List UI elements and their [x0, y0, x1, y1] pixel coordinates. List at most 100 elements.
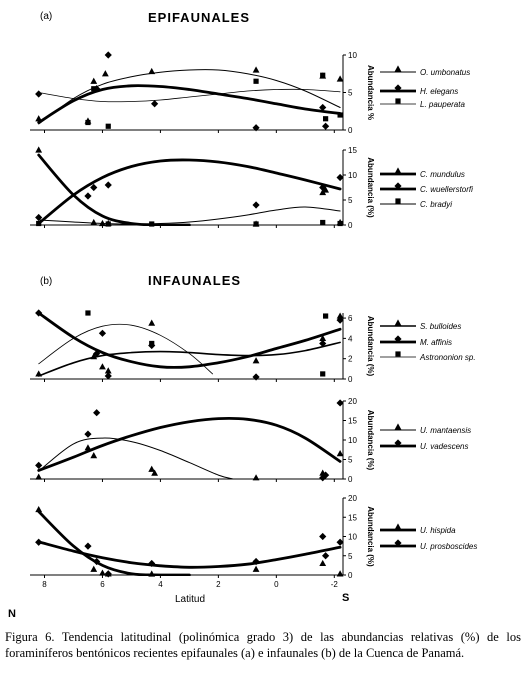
- data-point-a-1-0-7: [336, 75, 344, 82]
- data-point-b-3-1-1: [84, 542, 92, 550]
- legend-marker-b-1-1: [394, 335, 402, 343]
- data-point-a-1-1-1: [93, 85, 101, 93]
- data-point-b-1-0-5: [252, 357, 260, 364]
- data-point-b-3-0-6: [319, 559, 327, 567]
- data-point-a-2-1-3: [104, 181, 112, 189]
- legend-marker-b-3-1: [394, 539, 402, 547]
- data-point-a-2-2-2: [149, 221, 155, 227]
- data-point-b-2-0-2: [90, 452, 98, 459]
- y-tick-label-b-3: 0: [348, 571, 353, 580]
- panel-a-1: 0 5 10 Abundancia % O. umbonatus H. elegans L.…: [30, 51, 470, 135]
- data-point-b-1-2-0: [85, 310, 91, 316]
- panel-a-2: 0 5 10 15 Abundancia (%) C. mundulus C. wuelle…: [30, 146, 473, 230]
- trend-line-b-3-0: [37, 510, 191, 576]
- data-point-a-1-0-3: [101, 70, 109, 77]
- data-point-a-1-1-0: [35, 90, 43, 98]
- legend-marker-b-3-0: [394, 523, 402, 530]
- legend-marker-a-1-0: [394, 65, 402, 72]
- legend-label-b-2-0: U. mantaensis: [420, 426, 471, 435]
- x-tick-label-b-3: 4: [158, 580, 163, 589]
- data-point-b-3-1-8: [336, 538, 344, 546]
- y-tick-label-a-2: 0: [348, 221, 353, 230]
- data-point-a-2-1-2: [90, 183, 98, 192]
- data-point-b-1-0-0: [35, 370, 43, 377]
- data-point-a-2-2-3: [253, 221, 259, 227]
- data-point-b-2-1-5: [336, 399, 344, 407]
- y-axis-label-b-2: Abundancia (%): [366, 410, 375, 471]
- trend-line-b-2-1: [37, 416, 342, 472]
- legend-label-a-2-1: C. wuellerstorfi: [420, 185, 473, 194]
- legend-label-b-3-1: U. prosboscides: [420, 542, 477, 551]
- data-point-b-1-2-2: [320, 371, 326, 377]
- data-point-a-1-1-2: [104, 51, 112, 59]
- legend-marker-a-2-2: [395, 198, 401, 204]
- data-point-b-1-0-7: [336, 312, 344, 319]
- y-tick-label-a-1: 5: [348, 89, 353, 98]
- y-tick-label-a-2: 10: [348, 171, 357, 180]
- y-axis-label-a-1: Abundancia %: [366, 65, 375, 120]
- data-point-b-1-1-0: [35, 309, 43, 317]
- data-point-b-1-2-1: [149, 340, 155, 347]
- data-point-b-2-0-0: [35, 473, 43, 480]
- data-point-a-2-1-5: [319, 183, 327, 192]
- trend-line-b-1-1: [37, 311, 342, 369]
- data-point-b-2-0-1: [84, 444, 92, 451]
- y-axis-label-a-2: Abundancia (%): [366, 157, 375, 218]
- legend-marker-b-1-0: [394, 319, 402, 326]
- data-point-a-2-1-6: [336, 173, 344, 182]
- data-point-a-1-0-4: [148, 67, 156, 75]
- legend-marker-b-2-0: [394, 423, 402, 430]
- trend-line-a-1-2: [38, 88, 341, 103]
- data-point-b-1-0-1: [90, 353, 98, 360]
- trend-line-b-2-0: [38, 437, 234, 480]
- part-b-label: (b): [40, 276, 52, 287]
- data-point-b-3-1-5: [252, 557, 260, 566]
- data-point-a-2-0-1: [90, 218, 98, 226]
- data-point-a-2-2-4: [320, 219, 326, 226]
- trend-line-a-1-1: [37, 84, 342, 124]
- legend-marker-b-2-1: [394, 439, 402, 447]
- data-point-b-1-1-6: [319, 339, 327, 348]
- legend-marker-a-1-1: [394, 84, 402, 92]
- y-tick-label-a-1: 0: [348, 126, 353, 135]
- data-point-b-1-1-5: [252, 373, 260, 381]
- data-point-a-1-1-4: [252, 124, 260, 132]
- legend-marker-a-2-1: [394, 182, 402, 190]
- infaunales-heading: INFAUNALES: [148, 273, 241, 288]
- y-tick-label-b-1: 0: [348, 375, 353, 384]
- data-point-a-1-2-3: [253, 78, 259, 84]
- data-point-b-1-1-1: [93, 350, 101, 358]
- legend-label-a-2-0: C. mundulus: [420, 170, 465, 179]
- y-axis-label-b-3: Abundancia (%): [366, 506, 375, 567]
- data-point-a-1-1-3: [151, 100, 159, 108]
- y-tick-label-b-2: 15: [348, 417, 357, 426]
- y-tick-label-a-2: 15: [348, 146, 357, 155]
- legend-label-b-1-0: S. bulloides: [420, 322, 461, 331]
- data-point-b-3-0-1: [90, 565, 98, 572]
- x-tick-label-b-3: 8: [42, 580, 47, 589]
- legend-marker-a-1-2: [395, 98, 401, 104]
- data-point-a-2-0-0: [35, 146, 43, 153]
- data-point-b-3-0-0: [35, 505, 43, 513]
- data-point-a-2-1-0: [35, 213, 43, 222]
- x-tick-label-b-3: -2: [331, 580, 339, 589]
- data-point-a-1-0-5: [252, 66, 260, 73]
- part-a-label: (a): [40, 11, 52, 22]
- y-tick-label-b-1: 6: [348, 314, 353, 323]
- data-point-b-3-1-2: [93, 557, 101, 566]
- figure-canvas: (a) EPIFAUNALES (b) INFAUNALES Latitud N…: [8, 10, 477, 620]
- data-point-a-2-2-1: [105, 221, 111, 227]
- data-point-b-3-1-4: [148, 559, 156, 568]
- data-point-b-3-1-6: [319, 532, 327, 541]
- legend-label-b-3-0: U. hispida: [420, 526, 456, 535]
- x-tick-label-b-3: 0: [274, 580, 279, 589]
- data-point-a-1-2-1: [91, 86, 97, 92]
- data-point-b-1-1-7: [336, 316, 344, 324]
- data-point-b-3-0-2: [99, 569, 106, 576]
- data-point-a-2-1-1: [84, 192, 92, 200]
- data-point-a-1-0-2: [90, 77, 98, 84]
- y-axis-label-b-1: Abundancia (%): [366, 316, 375, 377]
- legend-marker-a-2-0: [394, 167, 402, 174]
- legend-label-a-1-0: O. umbonatus: [420, 68, 470, 77]
